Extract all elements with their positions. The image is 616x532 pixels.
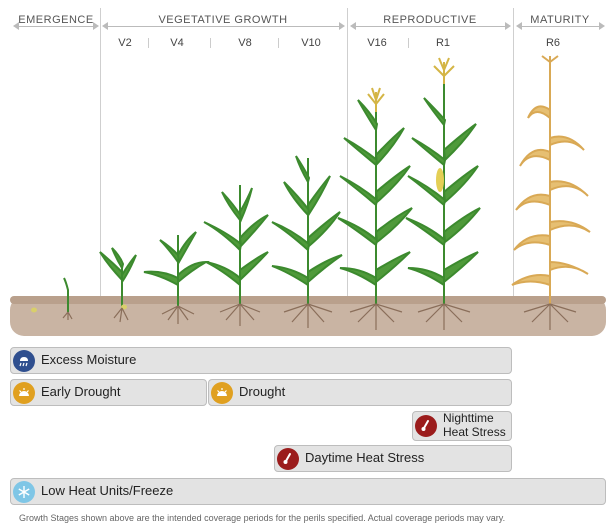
tassel-v16 <box>367 87 385 112</box>
substage-tick <box>408 38 409 48</box>
substage-tick <box>278 38 279 48</box>
peril-daytime-heat-stress: Daytime Heat Stress <box>274 445 512 472</box>
vegetative-arrow-right <box>339 22 345 30</box>
thermometer-icon <box>277 447 299 470</box>
stage-reproductive-label: REPRODUCTIVE <box>383 14 477 26</box>
substage-v4: V4 <box>170 37 184 49</box>
substage-v2: V2 <box>118 37 132 49</box>
substage-tick <box>148 38 149 48</box>
emergence-arrow-left <box>13 22 19 30</box>
plant-v2 <box>99 247 137 323</box>
peril-nighttime-heat-stress-label: Nighttime Heat Stress <box>443 411 506 440</box>
peril-early-drought-label: Early Drought <box>41 384 121 400</box>
ear-r1 <box>436 168 444 192</box>
sun-icon <box>13 381 35 404</box>
corn-growth-illustration <box>10 55 606 336</box>
substage-v16: V16 <box>367 37 387 49</box>
substage-v8: V8 <box>238 37 252 49</box>
substage-r6: R6 <box>545 37 561 49</box>
plant-v10 <box>271 155 343 328</box>
tassel-r1 <box>433 57 455 84</box>
stage-vegetative-label: VEGETATIVE GROWTH <box>158 14 288 26</box>
sun-icon <box>211 381 233 404</box>
maturity-range-line <box>522 26 600 27</box>
snowflake-icon <box>13 480 35 503</box>
vegetative-arrow-left <box>102 22 108 30</box>
peril-drought: Drought <box>208 379 512 406</box>
vegetative-range-line <box>108 26 340 27</box>
thermometer-icon <box>415 415 437 437</box>
emergence-range-line <box>19 26 94 27</box>
divider-emergence-vegetative <box>100 8 101 298</box>
nighttime-line1: Nighttime <box>443 411 494 426</box>
peril-nighttime-heat-stress: Nighttime Heat Stress <box>412 411 512 441</box>
peril-low-heat-units-freeze-label: Low Heat Units/Freeze <box>41 483 174 499</box>
peril-excess-moisture-label: Excess Moisture <box>41 352 137 368</box>
plant-r1 <box>405 80 481 330</box>
peril-drought-label: Drought <box>239 384 286 400</box>
rain-cloud-icon <box>13 349 35 372</box>
stage-maturity-label: MATURITY <box>530 14 590 26</box>
tassel-r6 <box>541 55 559 66</box>
plant-emergence <box>62 277 73 320</box>
reproductive-range-line <box>356 26 506 27</box>
divider-vegetative-reproductive <box>347 8 348 298</box>
peril-early-drought: Early Drought <box>10 379 207 406</box>
peril-low-heat-units-freeze: Low Heat Units/Freeze <box>10 478 606 505</box>
peril-daytime-heat-stress-label: Daytime Heat Stress <box>305 450 425 466</box>
nighttime-line2: Heat Stress <box>443 425 506 439</box>
plant-v8 <box>203 185 269 326</box>
stage-emergence-label: EMERGENCE <box>18 14 94 26</box>
reproductive-arrow-left <box>350 22 356 30</box>
plant-v16 <box>337 99 413 330</box>
peril-excess-moisture: Excess Moisture <box>10 347 512 374</box>
substage-tick <box>210 38 211 48</box>
seed-icon <box>31 307 37 313</box>
emergence-arrow-right <box>93 22 99 30</box>
substage-v10: V10 <box>301 37 321 49</box>
plant-r6 <box>511 62 591 330</box>
maturity-arrow-right <box>599 22 605 30</box>
divider-reproductive-maturity <box>513 8 514 298</box>
substage-r1: R1 <box>435 37 451 49</box>
maturity-arrow-left <box>516 22 522 30</box>
reproductive-arrow-right <box>505 22 511 30</box>
footnote: Growth Stages shown above are the intend… <box>19 513 506 523</box>
plant-v4 <box>143 231 210 324</box>
